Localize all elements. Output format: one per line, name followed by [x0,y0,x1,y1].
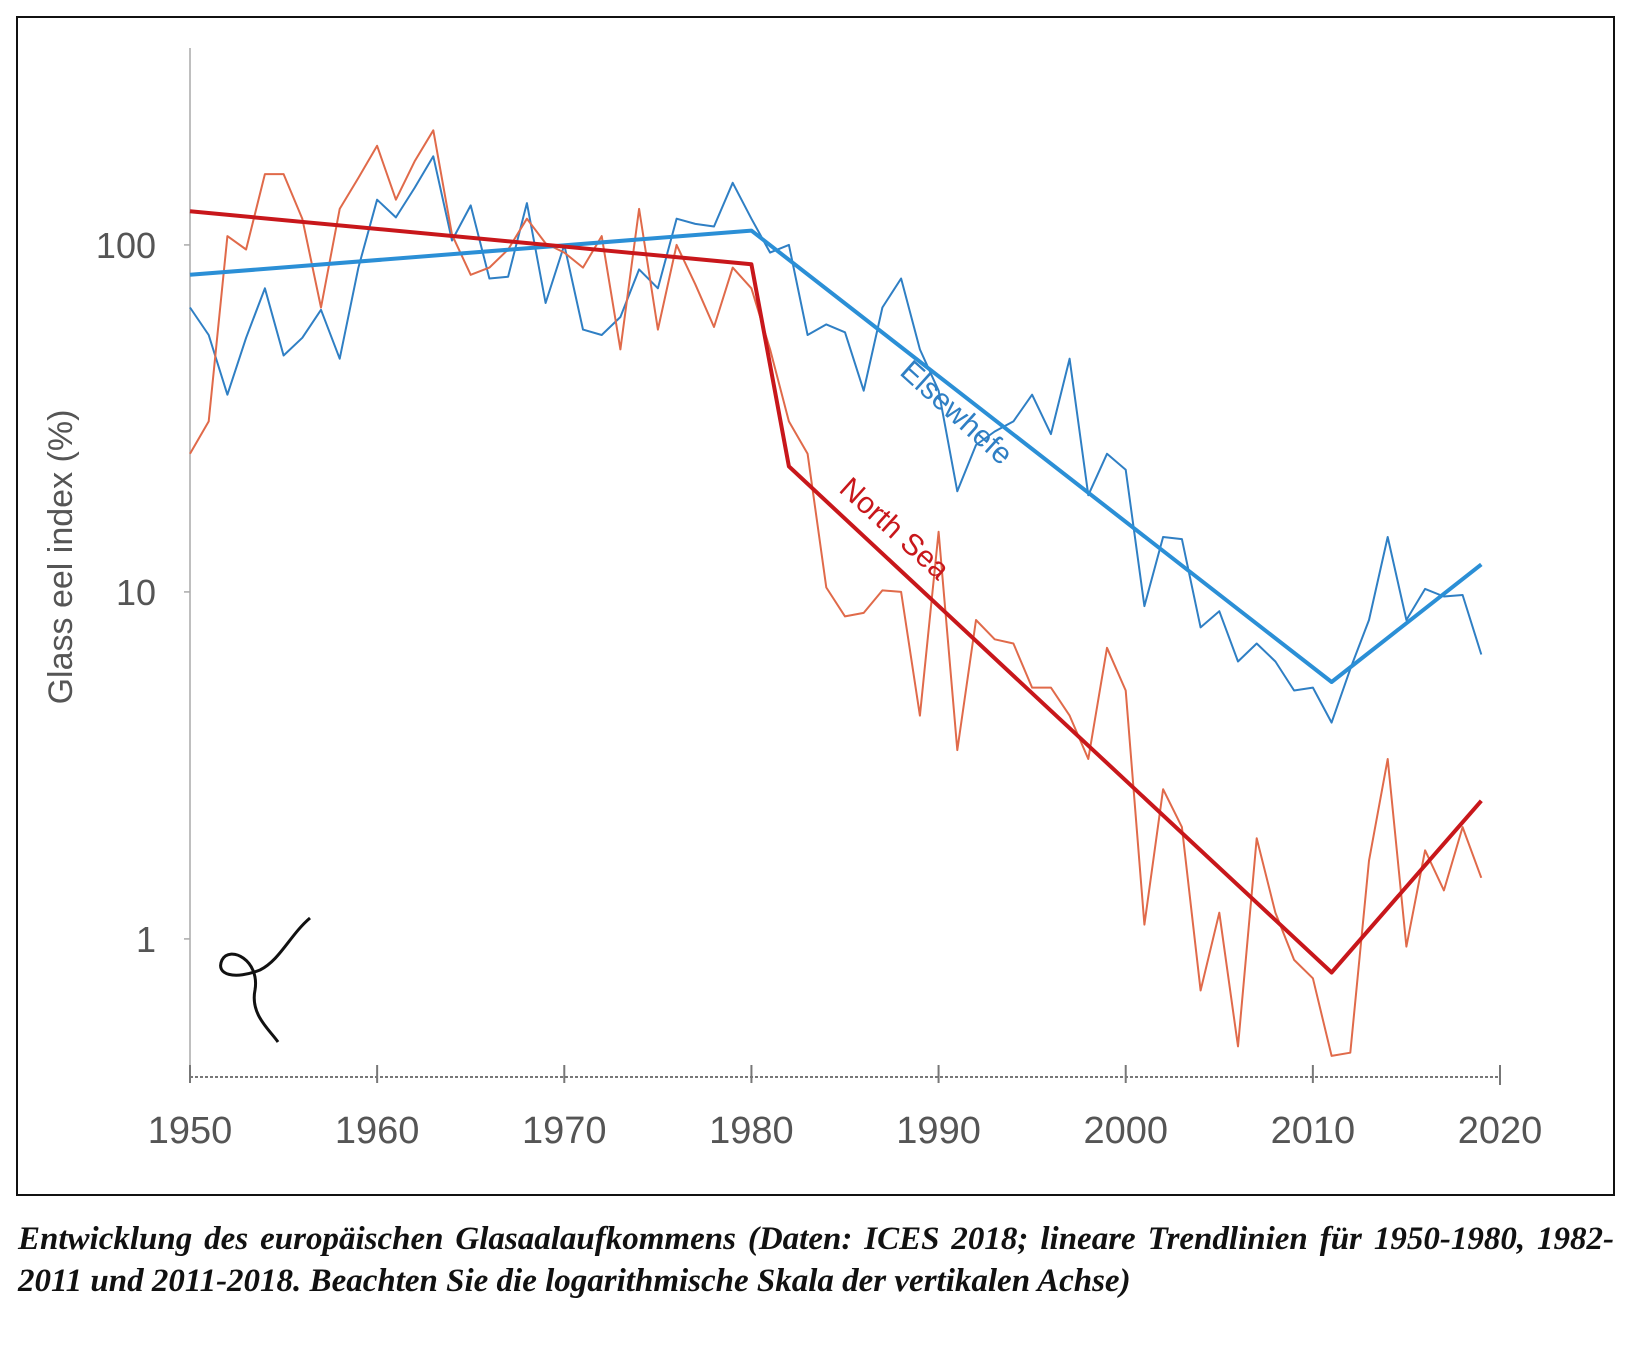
caption: Entwicklung des europäischen Glasaalaufk… [18,1221,1614,1299]
x-tick-label: 1960 [335,1110,420,1152]
y-tick-label: 100 [96,225,156,266]
x-tick-label: 2010 [1271,1110,1356,1152]
x-tick-label: 2020 [1458,1110,1543,1152]
x-tick-label: 1970 [522,1110,607,1152]
annotation: North Sea [833,471,956,586]
data-line [189,155,1483,724]
x-tick-label: 1950 [148,1110,233,1152]
trend-line [189,228,1483,684]
y-axis-label: Glass eel index (%) [42,410,80,705]
annotation: Elsewhefe [894,354,1019,471]
trend-line [189,209,1483,975]
frame [16,16,1615,1196]
x-tick-label: 1990 [896,1110,981,1152]
x-tick-label: 1980 [709,1110,794,1152]
chart: Glass eel index (%) 1 10 100 1950 1960 1970 19… [16,16,1615,1196]
data-line [189,129,1483,1057]
eel-icon [219,916,311,1043]
x-tick-label: 2000 [1083,1110,1168,1152]
y-tick-label: 10 [116,572,156,613]
y-tick-label: 1 [136,919,156,960]
